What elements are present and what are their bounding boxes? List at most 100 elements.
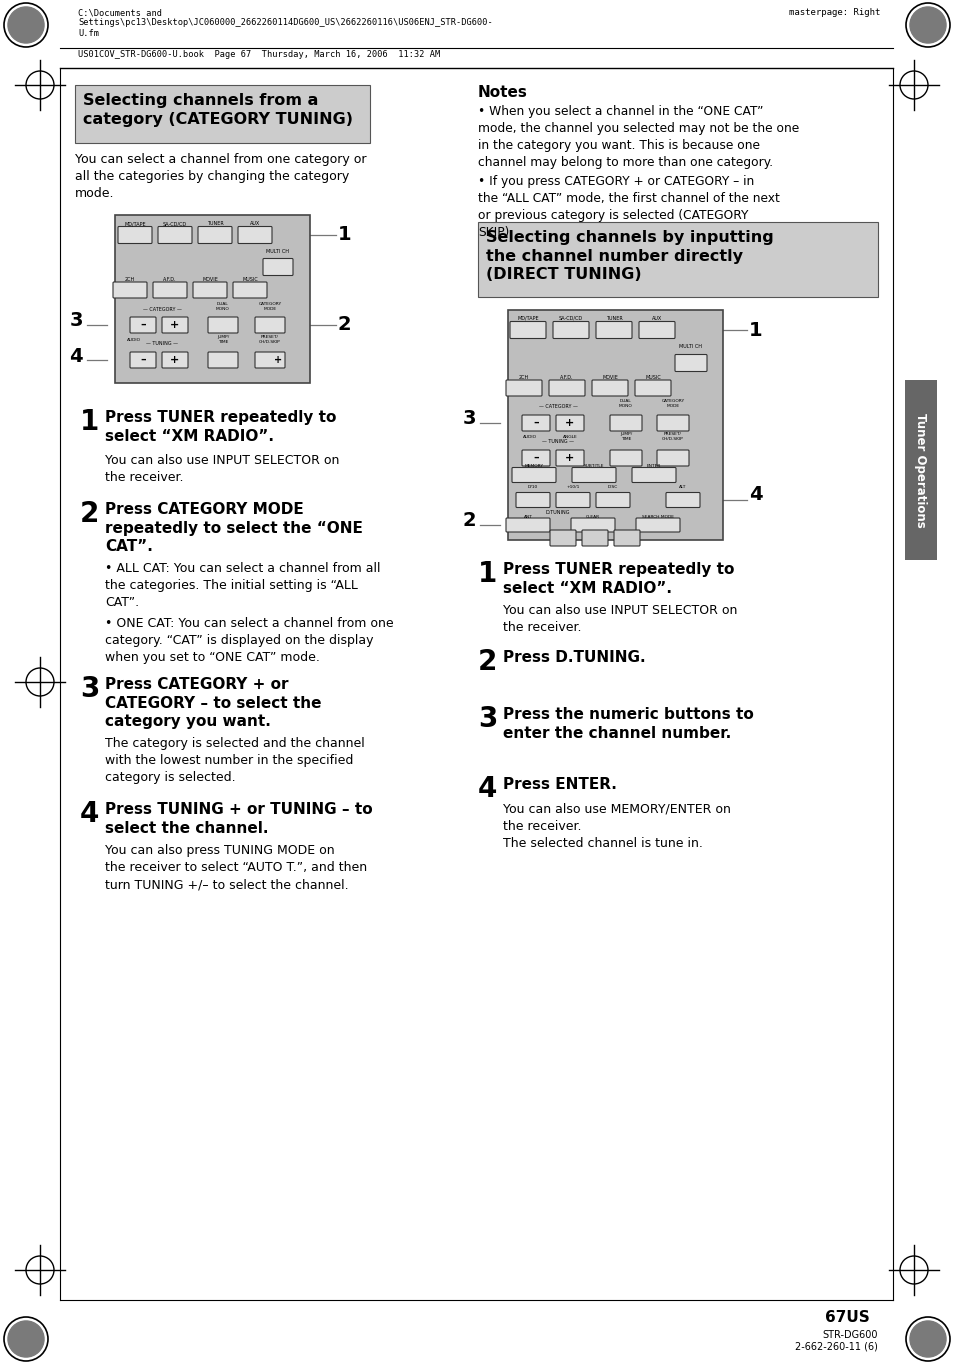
FancyBboxPatch shape — [130, 316, 156, 333]
Text: MD/TAPE: MD/TAPE — [124, 221, 146, 226]
Text: A.F.D.: A.F.D. — [163, 277, 176, 282]
Bar — [477, 222, 877, 297]
FancyBboxPatch shape — [553, 322, 588, 338]
FancyBboxPatch shape — [665, 492, 700, 507]
Text: 1: 1 — [80, 408, 99, 436]
Text: AUX: AUX — [250, 221, 260, 226]
Text: 1: 1 — [337, 225, 352, 244]
Text: 2: 2 — [477, 648, 497, 677]
Text: SA-CD/CD: SA-CD/CD — [558, 316, 582, 321]
FancyBboxPatch shape — [237, 226, 272, 244]
Text: — TUNING —: — TUNING — — [541, 439, 574, 445]
Text: 2CH: 2CH — [125, 277, 135, 282]
FancyBboxPatch shape — [609, 450, 641, 466]
Text: MEMORY: MEMORY — [524, 464, 543, 468]
Text: Tuner Operations: Tuner Operations — [914, 413, 926, 528]
Text: Press TUNER repeatedly to
select “XM RADIO”.: Press TUNER repeatedly to select “XM RAD… — [105, 411, 336, 443]
Text: D.TUNING: D.TUNING — [545, 510, 570, 516]
Text: MOVIE: MOVIE — [601, 375, 618, 381]
Text: MUSIC: MUSIC — [644, 375, 660, 381]
Text: • When you select a channel in the “ONE CAT”
mode, the channel you selected may : • When you select a channel in the “ONE … — [477, 105, 799, 169]
Text: Selecting channels by inputting
the channel number directly
(DIRECT TUNING): Selecting channels by inputting the chan… — [485, 231, 773, 282]
FancyBboxPatch shape — [548, 381, 584, 396]
Text: MD/TAPE: MD/TAPE — [517, 316, 538, 321]
Text: Notes: Notes — [477, 85, 527, 100]
Text: 2CH: 2CH — [518, 375, 529, 381]
Text: SEARCH MODE: SEARCH MODE — [641, 516, 673, 518]
Text: • ALL CAT: You can select a channel from all
the categories. The initial setting: • ALL CAT: You can select a channel from… — [105, 562, 380, 608]
Text: • If you press CATEGORY + or CATEGORY – in
the “ALL CAT” mode, the first channel: • If you press CATEGORY + or CATEGORY – … — [477, 175, 779, 239]
Text: You can also press TUNING MODE on
the receiver to select “AUTO T.”, and then
tur: You can also press TUNING MODE on the re… — [105, 844, 367, 891]
Text: Press D.TUNING.: Press D.TUNING. — [502, 651, 645, 666]
FancyBboxPatch shape — [596, 322, 631, 338]
Circle shape — [8, 1320, 44, 1357]
FancyBboxPatch shape — [609, 415, 641, 431]
Circle shape — [8, 7, 44, 44]
Bar — [115, 216, 310, 383]
FancyBboxPatch shape — [510, 322, 545, 338]
Circle shape — [909, 7, 945, 44]
FancyBboxPatch shape — [675, 355, 706, 371]
Text: SA-CD/CD: SA-CD/CD — [163, 221, 187, 226]
Text: Press CATEGORY + or
CATEGORY – to select the
category you want.: Press CATEGORY + or CATEGORY – to select… — [105, 677, 321, 730]
Text: JUMP/
TIME: JUMP/ TIME — [216, 336, 229, 344]
Text: ALT: ALT — [679, 486, 686, 490]
FancyBboxPatch shape — [521, 415, 550, 431]
FancyBboxPatch shape — [505, 381, 541, 396]
Text: D/10: D/10 — [527, 486, 537, 490]
FancyBboxPatch shape — [158, 226, 192, 244]
FancyBboxPatch shape — [208, 352, 237, 368]
Text: JUMP/
TIME: JUMP/ TIME — [619, 432, 632, 441]
FancyBboxPatch shape — [505, 518, 550, 532]
FancyBboxPatch shape — [556, 450, 583, 466]
Text: • ONE CAT: You can select a channel from one
category. “CAT” is displayed on the: • ONE CAT: You can select a channel from… — [105, 617, 394, 664]
Text: ANT: ANT — [523, 516, 532, 518]
Text: 67US: 67US — [824, 1309, 869, 1324]
Text: C:\Documents and
Settings\pc13\Desktop\JC060000_2662260114DG600_US\2662260116\US: C:\Documents and Settings\pc13\Desktop\J… — [78, 8, 493, 38]
Text: TUNER: TUNER — [207, 221, 223, 226]
Circle shape — [909, 1320, 945, 1357]
Text: A.F.D.: A.F.D. — [559, 375, 573, 381]
FancyBboxPatch shape — [556, 415, 583, 431]
Text: SUBTITLE: SUBTITLE — [583, 464, 603, 468]
Text: ANGLE: ANGLE — [562, 435, 578, 439]
Text: –: – — [140, 355, 146, 366]
Text: +10/1: +10/1 — [566, 486, 579, 490]
FancyBboxPatch shape — [614, 531, 639, 546]
FancyBboxPatch shape — [571, 518, 615, 532]
Text: 2: 2 — [462, 512, 476, 531]
Text: MULTI CH: MULTI CH — [266, 250, 289, 254]
FancyBboxPatch shape — [556, 492, 589, 507]
FancyBboxPatch shape — [198, 226, 232, 244]
Text: AUDIO: AUDIO — [127, 338, 141, 342]
Text: Press TUNING + or TUNING – to
select the channel.: Press TUNING + or TUNING – to select the… — [105, 802, 373, 836]
Text: 1: 1 — [748, 321, 761, 340]
Text: — CATEGORY —: — CATEGORY — — [538, 404, 577, 409]
FancyBboxPatch shape — [233, 282, 267, 297]
Text: You can also use MEMORY/ENTER on
the receiver.
The selected channel is tune in.: You can also use MEMORY/ENTER on the rec… — [502, 803, 730, 850]
FancyBboxPatch shape — [572, 468, 616, 483]
FancyBboxPatch shape — [657, 450, 688, 466]
Text: TUNER: TUNER — [605, 316, 621, 321]
Text: CLEAR: CLEAR — [585, 516, 599, 518]
Text: MOVIE: MOVIE — [202, 277, 217, 282]
Text: — CATEGORY —: — CATEGORY — — [142, 307, 181, 312]
FancyBboxPatch shape — [208, 316, 237, 333]
FancyBboxPatch shape — [193, 282, 227, 297]
Text: –: – — [533, 453, 538, 462]
Text: The category is selected and the channel
with the lowest number in the specified: The category is selected and the channel… — [105, 737, 364, 784]
Text: 4: 4 — [748, 484, 761, 503]
FancyBboxPatch shape — [512, 468, 556, 483]
Text: 3: 3 — [80, 675, 99, 702]
Text: DUAL
MONO: DUAL MONO — [216, 303, 230, 311]
FancyBboxPatch shape — [581, 531, 607, 546]
Text: +: + — [171, 321, 179, 330]
FancyBboxPatch shape — [112, 282, 147, 297]
FancyBboxPatch shape — [263, 259, 293, 276]
FancyBboxPatch shape — [631, 468, 676, 483]
FancyBboxPatch shape — [130, 352, 156, 368]
FancyBboxPatch shape — [592, 381, 627, 396]
Text: AUX: AUX — [651, 316, 661, 321]
Text: CATEGORY
MODE: CATEGORY MODE — [660, 400, 684, 408]
FancyBboxPatch shape — [636, 518, 679, 532]
